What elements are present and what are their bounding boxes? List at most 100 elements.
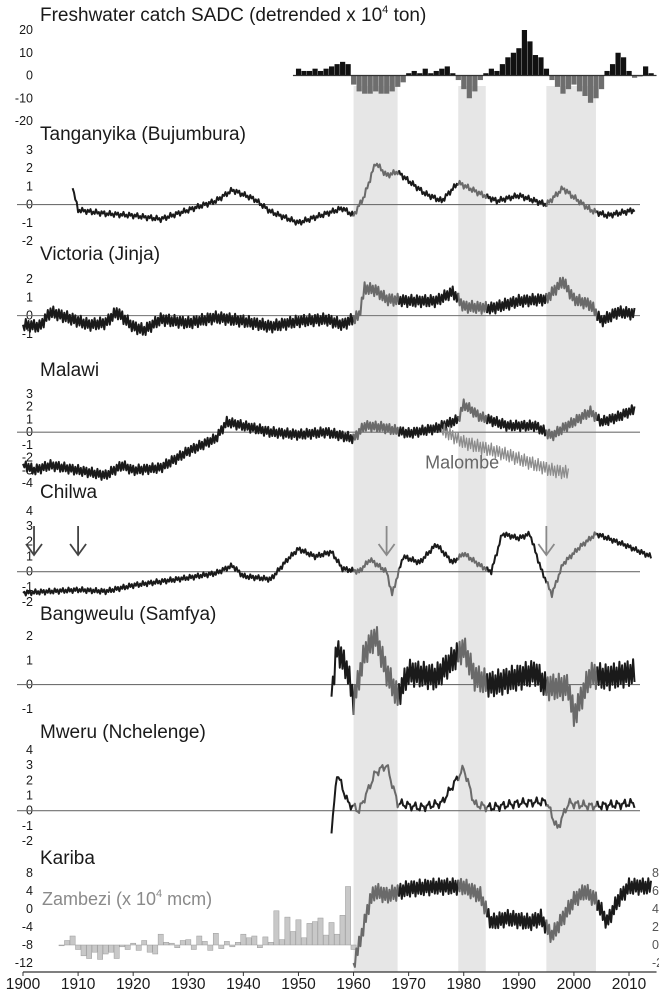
x-tick-1960: 1960 bbox=[336, 976, 371, 993]
chilwa-line-segment-3 bbox=[457, 551, 489, 572]
tanganyika-ytick-4: -1 bbox=[22, 216, 33, 230]
malawi-ytick-1: 2 bbox=[26, 400, 33, 414]
malawi-malombe-line-segment-2 bbox=[486, 442, 548, 475]
malawi-malombe-line-segment-0 bbox=[441, 423, 459, 445]
malawi-ytick-5: -2 bbox=[22, 451, 33, 465]
zambezi-bar-1929 bbox=[179, 940, 186, 946]
kariba-ytick-5: -12 bbox=[15, 956, 33, 970]
sadc-bar-1979 bbox=[455, 75, 461, 81]
victoria-line-segment-1 bbox=[352, 281, 400, 325]
zambezi-bar-1943 bbox=[257, 944, 263, 948]
sadc-bar-1950 bbox=[295, 68, 302, 76]
victoria-ytick-1: 1 bbox=[26, 290, 33, 304]
mweru-line-segment-6 bbox=[596, 798, 636, 811]
zambezi-bar-1946 bbox=[273, 910, 280, 946]
mweru-ytick-6: -2 bbox=[22, 834, 33, 848]
kariba-ytick-4: -8 bbox=[22, 938, 33, 952]
sadc-bar-1988 bbox=[505, 57, 511, 76]
zambezi-bar-1933 bbox=[201, 941, 208, 946]
kariba-ytick-2: 0 bbox=[26, 902, 33, 916]
malawi-ytick-4: -1 bbox=[22, 438, 33, 452]
mweru-ytick-0: 4 bbox=[26, 743, 33, 757]
x-tick-1990: 1990 bbox=[502, 976, 537, 993]
zambezi-ytick-5: -2 bbox=[652, 956, 659, 970]
victoria-line-segment-0 bbox=[22, 305, 355, 336]
sadc-bar-1975 bbox=[433, 70, 439, 76]
sadc-bar-1968 bbox=[395, 75, 401, 87]
zambezi-bar-1952 bbox=[306, 923, 313, 946]
x-tick-1900: 1900 bbox=[6, 976, 41, 993]
bangweulu-line-segment-4 bbox=[486, 660, 548, 698]
zambezi-bar-1910 bbox=[75, 944, 81, 950]
victoria-ytick-3: -1 bbox=[22, 327, 33, 341]
tanganyika-line-segment-0 bbox=[71, 186, 355, 226]
chilwa-line-segment-0 bbox=[22, 546, 355, 597]
kariba-zambezi-panel: Zambezi (x 104 mcm) 8 4 0 -4 -8 -12 8 6 4 2 0 -2 bbox=[15, 866, 659, 970]
sadc-bar-2008 bbox=[615, 52, 621, 76]
zambezi-bar-1912 bbox=[86, 944, 92, 959]
sadc-bar-2002 bbox=[582, 75, 588, 96]
chilwa-line-segment-1 bbox=[352, 557, 400, 597]
chilwa-line-segment-2 bbox=[398, 543, 459, 569]
sadc-bar-1985 bbox=[488, 68, 494, 76]
zambezi-ytick-3: 2 bbox=[652, 920, 659, 934]
sadc-bar-1959 bbox=[345, 64, 351, 76]
zambezi-bar-1919 bbox=[124, 944, 131, 950]
mweru-title: Mweru (Nchelenge) bbox=[40, 722, 206, 743]
sadc-ytick-3: -10 bbox=[15, 91, 33, 105]
malawi-title: Malawi bbox=[40, 360, 99, 381]
chilwa-ytick-2: 2 bbox=[26, 534, 33, 548]
tanganyika-ytick-0: 3 bbox=[26, 143, 33, 157]
zambezi-bar-1954 bbox=[317, 917, 324, 946]
zambezi-bar-1949 bbox=[290, 931, 296, 946]
x-axis: 1900 1910 1920 1930 1940 1950 1960 1970 1980 1990… bbox=[6, 971, 657, 993]
sadc-bar-1951 bbox=[301, 70, 307, 76]
sadc-bar-1992 bbox=[527, 41, 533, 76]
shaded-periods bbox=[353, 86, 596, 972]
mweru-line-segment-0 bbox=[330, 776, 354, 834]
malawi-line-segment-2 bbox=[398, 414, 460, 439]
x-tick-2010: 2010 bbox=[612, 976, 647, 993]
sadc-bar-1981 bbox=[466, 75, 472, 99]
chilwa-arrowhead-1 bbox=[69, 543, 87, 557]
sadc-bar-1977 bbox=[444, 66, 450, 76]
chilwa-ytick-1: 3 bbox=[26, 519, 33, 533]
sadc-bar-1991 bbox=[521, 30, 528, 76]
zambezi-bar-1939 bbox=[235, 942, 241, 946]
shaded-period-1 bbox=[458, 86, 486, 972]
chilwa-ytick-6: -2 bbox=[22, 595, 33, 609]
zambezi-ytick-0: 8 bbox=[652, 866, 659, 880]
zambezi-bar-1941 bbox=[246, 937, 252, 946]
sadc-bar-1970 bbox=[406, 73, 412, 76]
zambezi-bar-1957 bbox=[334, 933, 340, 946]
chilwa-line-segment-5 bbox=[545, 531, 599, 599]
sadc-bar-1987 bbox=[499, 64, 505, 76]
x-tick-1940: 1940 bbox=[226, 976, 261, 993]
zambezi-bar-1911 bbox=[80, 944, 87, 957]
victoria-line-segment-4 bbox=[486, 292, 548, 315]
bangweulu-line-segment-0 bbox=[330, 640, 355, 716]
sadc-bar-1964 bbox=[373, 75, 379, 92]
chilwa-arrowhead-2 bbox=[377, 543, 396, 557]
zambezi-bar-1916 bbox=[108, 944, 114, 953]
malawi-malombe-line-segment-1 bbox=[457, 432, 488, 456]
x-tick-1910: 1910 bbox=[61, 976, 96, 993]
zambezi-bar-1924 bbox=[152, 944, 159, 955]
zambezi-bar-1960 bbox=[350, 944, 357, 950]
zambezi-bar-1917 bbox=[113, 944, 120, 959]
zambezi-bar-1951 bbox=[301, 937, 307, 946]
sadc-bar-2013 bbox=[643, 66, 649, 76]
zambezi-bar-1940 bbox=[240, 933, 247, 946]
victoria-panel: Victoria (Jinja)210-1 bbox=[17, 244, 640, 341]
sadc-bar-1986 bbox=[494, 70, 500, 76]
zambezi-bar-1923 bbox=[146, 944, 153, 953]
zambezi-bar-1908 bbox=[64, 940, 70, 946]
shaded-period-0 bbox=[353, 86, 398, 972]
zambezi-bar-1921 bbox=[135, 944, 142, 951]
victoria-line-segment-6 bbox=[596, 305, 636, 328]
chilwa-arrowhead-3 bbox=[537, 543, 556, 557]
x-tick-1930: 1930 bbox=[171, 976, 206, 993]
chilwa-arrowhead-0 bbox=[25, 543, 43, 557]
